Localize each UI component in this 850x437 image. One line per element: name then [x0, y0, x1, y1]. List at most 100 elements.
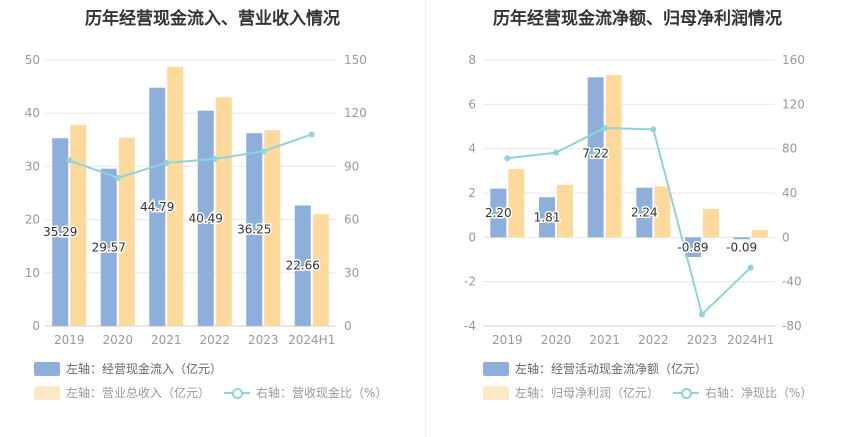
bar-series-1	[685, 237, 701, 258]
ratio-point	[260, 148, 267, 155]
ratio-point	[211, 155, 218, 162]
ratio-point	[747, 264, 754, 271]
legend-swatch-bar	[34, 361, 60, 376]
x-axis-tick-label: 2023	[687, 333, 718, 347]
left-axis-tick-label: 40	[25, 106, 40, 120]
bar-series-2	[167, 66, 184, 326]
bar-data-label: 35.29	[43, 225, 77, 239]
bar-data-label: 29.57	[92, 240, 126, 254]
left-axis-tick-label: 20	[25, 213, 40, 227]
legend-item-cash-ratio[interactable]: 右轴：净现比（%）	[673, 384, 812, 401]
legend-swatch-bar	[483, 361, 509, 376]
legend-prefix: 左轴：	[515, 386, 552, 400]
legend-item-net-cashflow[interactable]: 左轴：经营活动现金流净额（亿元）	[483, 360, 707, 377]
chart-panel-cashflow-revenue: 历年经营现金流入、营业收入情况 0 10 20 30 40 50 0 30 60 90 120 150…	[25, 9, 388, 401]
ratio-point	[699, 311, 705, 318]
legend-row-2: 左轴：归母净利润（亿元） 右轴：净现比（%）	[483, 384, 826, 401]
legend-label: 净现比（%）	[741, 386, 813, 400]
bar-series-2	[508, 169, 525, 238]
legend-label: 营业总收入（亿元）	[102, 386, 211, 400]
left-axis-tick-label: 6	[468, 97, 476, 111]
bar-series-2	[605, 75, 622, 238]
bar-series-2	[751, 230, 768, 238]
right-axis-tick-label: 80	[782, 142, 797, 156]
right-axis-tick-label: 90	[344, 159, 359, 173]
bar-series-2	[703, 208, 719, 238]
bar-data-label: 36.25	[237, 223, 271, 237]
x-axis-tick-label: 2022	[638, 333, 669, 347]
bar-series-1	[294, 205, 311, 326]
legend-prefix: 左轴：	[66, 386, 103, 400]
x-axis-tick-label: 2019	[492, 333, 523, 347]
x-axis-tick-label: 2024H1	[288, 333, 335, 347]
left-axis-tick-label: -2	[464, 275, 476, 289]
legend-prefix: 右轴：	[256, 386, 293, 400]
panel-divider	[425, 0, 426, 437]
left-axis-tick-label: 50	[25, 53, 40, 67]
legend-row-1: 左轴：经营活动现金流净额（亿元）	[483, 360, 721, 377]
left-axis-tick-label: 2	[468, 186, 476, 200]
left-axis-tick-label: 30	[25, 159, 40, 173]
bar-data-label: 40.49	[189, 211, 223, 225]
left-axis-tick-label: 0	[468, 230, 476, 244]
ratio-point	[650, 126, 657, 133]
legend-label: 营收现金比（%）	[292, 386, 388, 400]
x-axis-tick-label: 2021	[589, 333, 620, 347]
left-axis-tick-label: 4	[468, 142, 476, 156]
bar-series-2	[70, 124, 87, 327]
bar-series-2	[118, 137, 135, 326]
ratio-point	[163, 159, 170, 166]
legend-swatch-bar	[483, 385, 509, 400]
ratio-point	[504, 155, 511, 162]
chart-title: 历年经营现金流入、营业收入情况	[85, 9, 340, 29]
bar-series-2	[557, 184, 573, 238]
legend-prefix: 右轴：	[705, 386, 742, 400]
ratio-point	[114, 174, 121, 181]
left-axis-tick-label: 0	[32, 319, 40, 333]
ratio-line	[507, 127, 752, 317]
chart-netcash-profit: -4 -2 0 2 4 6 8 -80 -40 0 40 80 120 160 2019 2020 2021 20…	[464, 53, 805, 347]
legend-swatch-bar	[34, 385, 60, 400]
bar-data-label: 44.79	[140, 200, 174, 214]
bar-series-2	[264, 130, 281, 326]
legend-item-net-profit[interactable]: 左轴：归母净利润（亿元）	[483, 384, 659, 401]
x-axis-tick-label: 2024H1	[727, 333, 774, 347]
bar-series-1	[197, 110, 214, 326]
x-axis-tick-label: 2022	[199, 333, 230, 347]
left-axis-tick-label: 8	[468, 53, 476, 67]
bar-data-label: 2.20	[485, 206, 512, 220]
bar-series-1	[246, 133, 263, 326]
ratio-point	[308, 131, 315, 138]
legend-item-cash-inflow[interactable]: 左轴：经营现金流入（亿元）	[34, 360, 222, 377]
right-axis-tick-label: 160	[782, 53, 805, 67]
legend-prefix: 左轴：	[515, 362, 552, 376]
bar-series-1	[539, 197, 555, 238]
x-axis-tick-label: 2023	[248, 333, 279, 347]
ratio-line	[68, 133, 313, 179]
left-axis-tick-label: 10	[25, 266, 40, 280]
chart-panel-netcash-profit: 历年经营现金流净额、归母净利润情况 -4 -2 0 2 4 6 8 -80 -40 0 40 80 12…	[425, 0, 850, 437]
bar-series-2	[654, 186, 671, 238]
right-axis-tick-label: 60	[344, 213, 359, 227]
bar-series-1	[733, 237, 750, 240]
bar-series-2	[312, 214, 329, 326]
right-axis-tick-label: 120	[782, 97, 805, 111]
x-axis-tick-label: 2020	[102, 333, 133, 347]
legend-item-revenue[interactable]: 左轴：营业总收入（亿元）	[34, 384, 210, 401]
bar-series-1	[636, 187, 653, 238]
bar-series-1	[490, 188, 507, 238]
ratio-point	[601, 125, 608, 132]
x-axis-tick-label: 2021	[151, 333, 182, 347]
right-axis-tick-label: -40	[782, 275, 802, 289]
legend-label: 经营活动现金流净额（亿元）	[551, 362, 708, 376]
legend-item-ratio[interactable]: 右轴：营收现金比（%）	[224, 384, 387, 401]
bar-data-label: 2.24	[631, 206, 658, 220]
right-axis-tick-label: 40	[782, 186, 797, 200]
ratio-point	[553, 149, 559, 156]
chart-cashflow-revenue: 0 10 20 30 40 50 0 30 60 90 120 150 2019 2020 2021 2022…	[25, 53, 367, 347]
bar-series-2	[215, 97, 232, 327]
right-axis-tick-label: 0	[782, 230, 790, 244]
bar-data-label: 7.22	[582, 147, 609, 161]
bar-data-label: -0.09	[726, 240, 757, 254]
bar-series-1	[100, 168, 117, 326]
